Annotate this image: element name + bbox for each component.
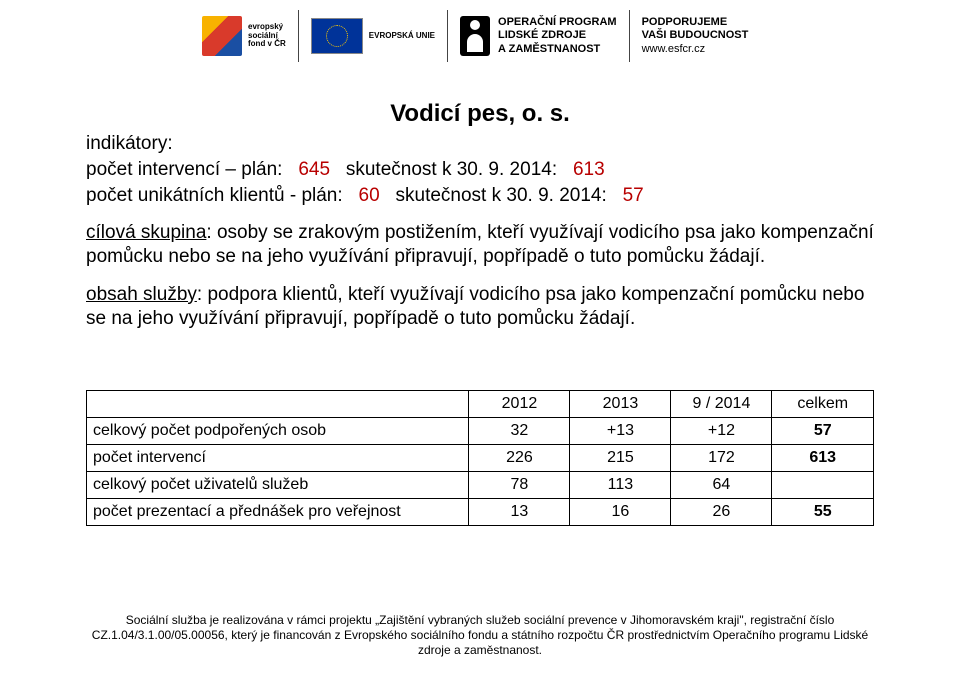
cell-val: 215 <box>570 445 671 472</box>
page: evropský sociální fond v ČR EVROPSKÁ UNI… <box>0 0 960 686</box>
cell-label: celkový počet uživatelů služeb <box>87 472 469 499</box>
cilova-para: cílová skupina: osoby se zrakovým postiž… <box>86 221 874 269</box>
cell-label: počet prezentací a přednášek pro veřejno… <box>87 499 469 526</box>
cilova-label: cílová skupina <box>86 222 206 243</box>
esf-text: evropský sociální fond v ČR <box>248 23 286 49</box>
logo-support: PODPORUJEME VAŠI BUDOUCNOST www.esfcr.cz <box>630 10 761 62</box>
logo-strip: evropský sociální fond v ČR EVROPSKÁ UNI… <box>190 10 760 62</box>
th-total: celkem <box>772 391 874 418</box>
cell-label: počet intervencí <box>87 445 469 472</box>
eu-flag-icon <box>311 18 363 54</box>
table-row: počet prezentací a přednášek pro veřejno… <box>87 499 874 526</box>
esf-icon <box>202 16 242 56</box>
klienti-line: počet unikátních klientů - plán: 60 skut… <box>86 184 874 208</box>
cell-total: 55 <box>772 499 874 526</box>
logo-esf: evropský sociální fond v ČR <box>190 10 299 62</box>
obsah-text: : podpora klientů, kteří využívají vodic… <box>86 284 864 329</box>
cell-val: 172 <box>671 445 772 472</box>
cell-val: 78 <box>469 472 570 499</box>
page-title: Vodicí pes, o. s. <box>86 100 874 128</box>
op-line2: LIDSKÉ ZDROJE <box>498 29 617 42</box>
klienti-prefix: počet unikátních klientů - plán: <box>86 185 343 206</box>
table-row: počet intervencí 226 215 172 613 <box>87 445 874 472</box>
esf-line3: fond v ČR <box>248 40 286 49</box>
table-header-row: 2012 2013 9 / 2014 celkem <box>87 391 874 418</box>
intervence-line: počet intervencí – plán: 645 skutečnost … <box>86 158 874 182</box>
intervence-actual: 613 <box>573 159 605 180</box>
obsah-label: obsah služby <box>86 284 197 305</box>
th-2012: 2012 <box>469 391 570 418</box>
op-line1: OPERAČNÍ PROGRAM <box>498 16 617 29</box>
intervence-prefix: počet intervencí – plán: <box>86 159 282 180</box>
cell-val: 113 <box>570 472 671 499</box>
intervence-mid: skutečnost k 30. 9. 2014: <box>346 159 557 180</box>
cell-label: celkový počet podpořených osob <box>87 418 469 445</box>
klienti-actual: 57 <box>623 185 644 206</box>
cell-val: 16 <box>570 499 671 526</box>
cell-val: +12 <box>671 418 772 445</box>
support-line2: VAŠI BUDOUCNOST <box>642 29 749 42</box>
op-text: OPERAČNÍ PROGRAM LIDSKÉ ZDROJE A ZAMĚSTN… <box>498 16 617 56</box>
eu-stars-icon <box>326 25 348 47</box>
support-url: www.esfcr.cz <box>642 43 749 56</box>
data-table: 2012 2013 9 / 2014 celkem celkový počet … <box>86 390 874 526</box>
th-2013: 2013 <box>570 391 671 418</box>
op-line3: A ZAMĚSTNANOST <box>498 43 617 56</box>
cell-val: 26 <box>671 499 772 526</box>
logo-eu: EVROPSKÁ UNIE <box>299 10 448 62</box>
table-row: celkový počet podpořených osob 32 +13 +1… <box>87 418 874 445</box>
cell-val: +13 <box>570 418 671 445</box>
logo-op: OPERAČNÍ PROGRAM LIDSKÉ ZDROJE A ZAMĚSTN… <box>448 10 630 62</box>
cell-val: 32 <box>469 418 570 445</box>
th-2014: 9 / 2014 <box>671 391 772 418</box>
cell-val: 13 <box>469 499 570 526</box>
footer-text: Sociální služba je realizována v rámci p… <box>86 613 874 658</box>
klienti-plan: 60 <box>359 185 380 206</box>
intervence-plan: 645 <box>298 159 330 180</box>
op-person-icon <box>460 16 490 56</box>
support-line1: PODPORUJEME <box>642 16 749 29</box>
support-text: PODPORUJEME VAŠI BUDOUCNOST www.esfcr.cz <box>642 16 749 56</box>
eu-label: EVROPSKÁ UNIE <box>369 32 435 41</box>
cell-total <box>772 472 874 499</box>
table-row: celkový počet uživatelů služeb 78 113 64 <box>87 472 874 499</box>
klienti-mid: skutečnost k 30. 9. 2014: <box>396 185 607 206</box>
cell-val: 226 <box>469 445 570 472</box>
cell-total: 613 <box>772 445 874 472</box>
th-blank <box>87 391 469 418</box>
obsah-para: obsah služby: podpora klientů, kteří vyu… <box>86 283 874 331</box>
indikatory-label: indikátory: <box>86 132 874 156</box>
content: Vodicí pes, o. s. indikátory: počet inte… <box>86 100 874 334</box>
cell-total: 57 <box>772 418 874 445</box>
cell-val: 64 <box>671 472 772 499</box>
data-table-wrap: 2012 2013 9 / 2014 celkem celkový počet … <box>86 390 874 526</box>
